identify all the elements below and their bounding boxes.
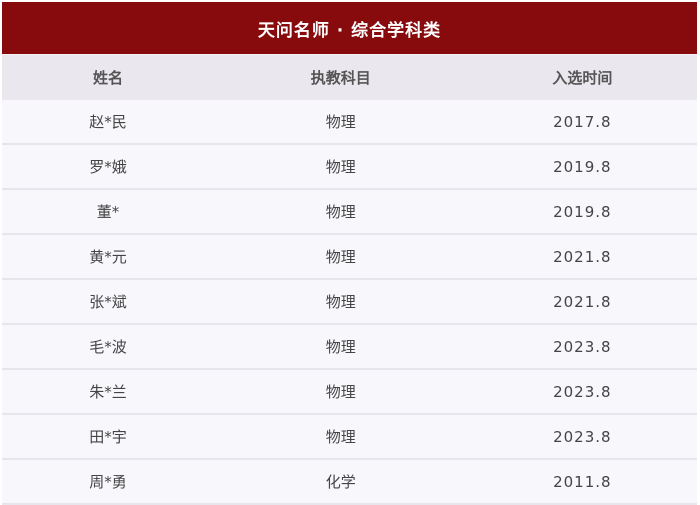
table-row: 毛*波 物理 2023.8 <box>2 324 697 370</box>
name-cell: 黄*元 <box>2 234 214 280</box>
date-cell: 2017.8 <box>467 100 697 145</box>
subject-cell: 物理 <box>213 279 468 325</box>
date-cell: 2023.8 <box>467 369 697 415</box>
column-header-subject: 执教科目 <box>213 54 468 100</box>
name-cell: 董* <box>2 189 214 235</box>
table-row: 张*斌 物理 2021.8 <box>2 279 697 325</box>
name-cell: 赵*民 <box>2 100 214 145</box>
table-row: 董* 物理 2019.8 <box>2 189 697 235</box>
table-row: 赵*民 物理 2017.8 <box>2 100 697 145</box>
subject-cell: 物理 <box>213 100 468 145</box>
subject-cell: 物理 <box>213 234 468 280</box>
teacher-table: 姓名 执教科目 入选时间 赵*民 物理 2017.8 罗*娥 物理 2019.8 董* 物理 2… <box>2 54 697 505</box>
name-cell: 张*斌 <box>2 279 214 325</box>
subject-cell: 物理 <box>213 369 468 415</box>
name-cell: 田*宇 <box>2 414 214 460</box>
name-cell: 周*勇 <box>2 459 214 505</box>
table-row: 黄*元 物理 2021.8 <box>2 234 697 280</box>
date-cell: 2023.8 <box>467 324 697 370</box>
subject-cell: 化学 <box>213 459 468 505</box>
column-header-date: 入选时间 <box>467 54 697 100</box>
date-cell: 2019.8 <box>467 189 697 235</box>
name-cell: 罗*娥 <box>2 144 214 190</box>
table-row: 朱*兰 物理 2023.8 <box>2 369 697 415</box>
subject-cell: 物理 <box>213 189 468 235</box>
column-header-name: 姓名 <box>2 54 214 100</box>
date-cell: 2021.8 <box>467 279 697 325</box>
date-cell: 2021.8 <box>467 234 697 280</box>
table-title: 天问名师 · 综合学科类 <box>2 2 697 54</box>
name-cell: 毛*波 <box>2 324 214 370</box>
table-row: 周*勇 化学 2011.8 <box>2 459 697 505</box>
date-cell: 2023.8 <box>467 414 697 460</box>
date-cell: 2019.8 <box>467 144 697 190</box>
subject-cell: 物理 <box>213 324 468 370</box>
name-cell: 朱*兰 <box>2 369 214 415</box>
date-cell: 2011.8 <box>467 459 697 505</box>
header-row: 姓名 执教科目 入选时间 <box>2 54 697 100</box>
subject-cell: 物理 <box>213 414 468 460</box>
subject-cell: 物理 <box>213 144 468 190</box>
table-row: 罗*娥 物理 2019.8 <box>2 144 697 190</box>
table-row: 田*宇 物理 2023.8 <box>2 414 697 460</box>
